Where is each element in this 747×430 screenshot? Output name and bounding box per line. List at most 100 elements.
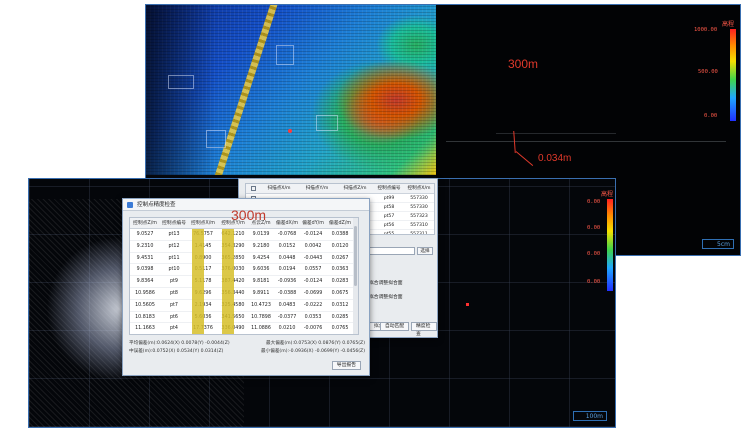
table-cell: 0.0210	[278, 326, 296, 332]
table-cell: 0.0675	[331, 290, 349, 296]
table-cell: 0.0267	[331, 255, 349, 261]
highlight-column	[192, 229, 204, 334]
table-row[interactable]: 11.1663pt417.7376336.049011.08860.0210-0…	[130, 323, 358, 334]
table-cell: pt56	[383, 223, 395, 228]
table-cell: pt99	[383, 196, 395, 201]
select-button[interactable]: 选择	[417, 247, 433, 255]
table-cell: 557310	[410, 223, 428, 228]
table-cell: pt11	[168, 255, 180, 261]
stats-row: 中误差(m):0.0752(X) 0.0534(Y) 0.0314(Z) 最小偏…	[129, 348, 365, 356]
table-cell: 9.4531	[136, 255, 154, 261]
elevation-legend: 高程 1000.00 500.00 0.00	[694, 19, 738, 129]
table-cell: 11.0886	[251, 326, 271, 332]
table-header: 控制点Z/m 控制点编号 控制点X/m 控制点Y/m 点云Z/m 偏差dX/m …	[130, 218, 358, 229]
table-cell: pt8	[170, 290, 178, 296]
select-all-checkbox[interactable]	[250, 186, 256, 191]
table-cell: pt12	[168, 243, 180, 249]
table-row[interactable]: pt55 557311	[246, 230, 434, 235]
accuracy-check-dialog: 控制点精度检查 300m 控制点Z/m 控制点编号 控制点X/m 控制点Y/m …	[122, 198, 370, 376]
table-cell: pt4	[170, 326, 178, 332]
scale-bar: 100m	[573, 411, 607, 421]
match-combo[interactable]	[369, 247, 415, 255]
scale-label: 5cm	[717, 241, 730, 248]
table-header: 扫描点X/m 扫描点Y/m 扫描点Z/m 控制点编号 控制点X/m	[246, 184, 434, 194]
rms-error: 中误差(m):0.0752(X) 0.0534(Y) 0.0314(Z)	[129, 349, 224, 354]
table-row[interactable]: 9.4531pt110.8900365.28509.42540.0448-0.0…	[130, 253, 358, 265]
table-cell: pt13	[168, 232, 180, 237]
column-header: 扫描点Z/m	[343, 186, 367, 191]
table-cell: 9.8181	[252, 279, 270, 285]
table-cell: 557323	[410, 214, 428, 219]
table-cell: -0.0124	[303, 279, 323, 285]
table-cell: 0.0042	[304, 243, 322, 249]
table-scrollbar[interactable]	[353, 218, 358, 334]
legend-value: 0.00	[587, 251, 601, 257]
table-cell: 0.0388	[331, 232, 349, 237]
column-header: 控制点编号	[162, 221, 186, 226]
table-cell: 10.8183	[135, 314, 155, 320]
column-header: 点云Z/m	[251, 221, 271, 226]
building-outline	[168, 75, 194, 89]
export-report-button[interactable]: 导出报告	[331, 361, 361, 370]
legend-max: 1000.00	[694, 27, 718, 33]
fit-option-1[interactable]: 拟合调整拟合面	[369, 281, 403, 286]
column-header: 控制点Z/m	[133, 221, 157, 226]
table-row[interactable]: 9.0398pt100.5117376.00309.60360.01940.05…	[130, 264, 358, 277]
table-row[interactable]: 9.0527pt1376.5757642.12109.0139-0.0768-0…	[130, 229, 358, 241]
table-cell: 0.0353	[304, 314, 322, 320]
scrollbar-thumb[interactable]	[354, 226, 357, 286]
dialog-titlebar[interactable]: 控制点精度检查	[123, 199, 369, 211]
table-cell: -0.0076	[303, 326, 323, 332]
stats-row: 平均偏差(m):0.0624(X) 0.0078(Y) -0.0044(Z) 最…	[129, 340, 365, 348]
table-cell: 557311	[410, 232, 428, 235]
column-header: 偏差dY/m	[302, 221, 324, 226]
building-outline	[276, 45, 294, 65]
table-cell: 0.0312	[331, 302, 349, 308]
fit-option-2[interactable]: 拟合调整拟合面	[369, 295, 403, 300]
accuracy-table: 控制点Z/m 控制点编号 控制点X/m 控制点Y/m 点云Z/m 偏差dX/m …	[129, 217, 359, 335]
table-cell: -0.0443	[303, 255, 323, 261]
column-header	[246, 184, 260, 193]
table-row[interactable]: 9.2310pt121.4145354.32909.21800.01520.00…	[130, 241, 358, 253]
table-cell: 0.0152	[278, 243, 296, 249]
profile-ground-line	[496, 133, 616, 134]
table-cell: pt10	[168, 267, 180, 273]
table-row[interactable]: 10.8183pt65.6036341.565010.7898-0.03770.…	[130, 312, 358, 324]
column-header: 偏差dX/m	[275, 221, 299, 226]
legend-mid: 500.00	[698, 69, 718, 75]
table-cell: -0.0768	[277, 232, 297, 237]
legend-value: 0.00	[587, 225, 601, 231]
max-deviation: 最大偏差(m):0.0753(X) 0.0876(Y) 0.0765(Z)	[266, 341, 365, 346]
control-point-marker[interactable]	[466, 303, 469, 306]
table-row[interactable]: 10.5605pt72.1934325.458010.47230.0483-0.…	[130, 300, 358, 312]
table-cell: 9.0398	[136, 267, 154, 273]
scale-bar: 5cm	[702, 239, 734, 249]
table-cell: 10.7898	[251, 314, 271, 320]
building-outline	[316, 115, 338, 131]
table-cell: 0.0557	[304, 267, 322, 273]
highlight-column	[222, 229, 234, 334]
control-point-marker[interactable]	[288, 129, 292, 133]
legend-title: 高程	[601, 191, 614, 198]
small-distance-label: 0.034m	[538, 153, 572, 164]
distance-label: 300m	[508, 57, 539, 71]
scale-label: 100m	[585, 413, 603, 420]
legend-value: 0.00	[587, 279, 601, 285]
accuracy-check-button[interactable]: 精度检查	[411, 322, 437, 337]
dialog-title: 控制点精度检查	[137, 202, 176, 208]
legend-value: 0.00	[587, 199, 601, 205]
auto-match-button[interactable]: 自动匹配	[380, 322, 410, 331]
pointcloud-top-view[interactable]	[146, 5, 436, 175]
table-row[interactable]: 10.9586pt89.6296356.34409.8911-0.0388-0.…	[130, 288, 358, 300]
table-cell: 0.0363	[331, 267, 349, 273]
table-row[interactable]: 9.8364pt95.1178387.44209.8181-0.0936-0.0…	[130, 276, 358, 288]
building-outline	[206, 130, 226, 148]
table-cell: -0.0388	[277, 290, 297, 296]
table-cell: pt6	[170, 314, 178, 320]
legend-color-bar	[607, 199, 613, 291]
min-deviation: 最小偏差(m):-0.0936(X) -0.0699(Y) -0.0456(Z)	[261, 349, 365, 354]
stats-panel: 平均偏差(m):0.0624(X) 0.0078(Y) -0.0044(Z) 最…	[129, 340, 365, 356]
table-cell: 9.4254	[252, 255, 270, 261]
profile-ground-line	[446, 141, 726, 142]
